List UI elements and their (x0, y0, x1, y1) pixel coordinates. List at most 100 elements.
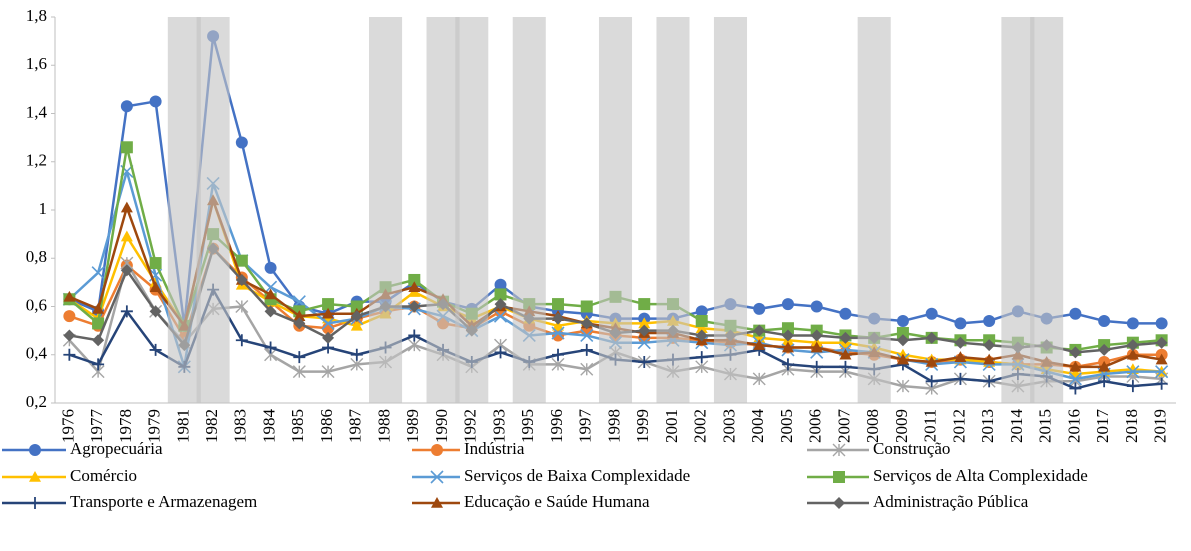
point (1126, 380, 1139, 393)
x-tick-label: 2003 (719, 409, 738, 443)
point (92, 302, 105, 314)
point (695, 305, 708, 318)
point (1098, 360, 1111, 372)
point (120, 100, 133, 113)
x-tick-label: 2019 (1151, 409, 1170, 443)
shaded-period (713, 17, 748, 403)
point (781, 322, 794, 335)
x-tick-label: 1990 (432, 409, 451, 443)
point (552, 312, 565, 325)
point (293, 310, 306, 321)
x-tick-label: 2004 (748, 409, 767, 444)
legend-item: Comércio (2, 466, 137, 485)
x-tick-label: 1989 (403, 409, 422, 443)
point (781, 298, 794, 311)
legend-label: Serviços de Alta Complexidade (873, 466, 1088, 485)
point (896, 379, 910, 393)
point (983, 375, 996, 388)
shaded-period (1001, 17, 1035, 403)
x-tick-label: 1976 (58, 409, 77, 443)
legend-marker (833, 497, 845, 509)
point (322, 307, 335, 319)
point (954, 351, 967, 362)
point (235, 254, 248, 267)
point (896, 327, 909, 340)
point (552, 319, 565, 331)
point (264, 261, 277, 274)
x-tick-label: 1995 (518, 409, 537, 443)
legend-marker (29, 444, 41, 456)
point (408, 300, 421, 313)
point (264, 288, 277, 300)
point (781, 358, 794, 371)
legend-item: Educação e Saúde Humana (412, 492, 650, 511)
point (1126, 317, 1139, 330)
point (293, 351, 306, 364)
point (925, 331, 938, 344)
legend-label: Indústria (464, 439, 525, 458)
x-tick-label: 2007 (834, 409, 853, 444)
legend-item: Administração Pública (807, 492, 1029, 511)
x-tick-label: 1984 (259, 409, 278, 444)
point (983, 353, 996, 365)
point (293, 317, 306, 330)
y-tick-label: 0,4 (26, 344, 48, 363)
point (954, 317, 967, 330)
legend-item: Indústria (412, 439, 525, 458)
point (1098, 314, 1111, 327)
point (810, 329, 823, 342)
point (580, 343, 593, 356)
point (580, 328, 594, 343)
point (63, 329, 76, 342)
x-tick-label: 2014 (1007, 409, 1026, 444)
point (63, 310, 76, 323)
legend-label: Administração Pública (873, 492, 1029, 511)
point (810, 360, 823, 373)
legend-marker (430, 470, 444, 484)
point (350, 300, 363, 313)
x-tick-label: 1985 (288, 409, 307, 443)
y-tick-label: 0,2 (26, 392, 47, 411)
x-tick-label: 1996 (547, 409, 566, 443)
point (149, 343, 162, 356)
point (92, 317, 105, 330)
point (1155, 353, 1168, 365)
x-tick-label: 1981 (173, 409, 192, 443)
point (264, 305, 277, 318)
legend-label: Construção (873, 439, 950, 458)
point (292, 365, 306, 379)
point (149, 95, 162, 108)
point (1155, 365, 1169, 379)
y-tick-label: 1,6 (26, 54, 47, 73)
shaded-period (598, 17, 633, 403)
point (149, 305, 162, 318)
legend-label: Serviços de Baixa Complexidade (464, 466, 690, 485)
point (1098, 343, 1111, 356)
x-tick-label: 2011 (921, 409, 940, 442)
x-tick-label: 1997 (576, 409, 595, 444)
x-tick-label: 1993 (489, 409, 508, 443)
point (92, 334, 105, 347)
x-tick-label: 1988 (374, 409, 393, 443)
point (1068, 372, 1082, 386)
point (810, 300, 823, 313)
point (638, 317, 651, 329)
point (925, 375, 938, 388)
legend-label: Educação e Saúde Humana (464, 492, 650, 511)
point (350, 310, 363, 323)
x-tick-label: 1986 (317, 409, 336, 443)
legend-marker (29, 471, 41, 482)
x-tick-label: 1998 (604, 409, 623, 443)
x-tick-label: 1992 (461, 409, 480, 443)
x-tick-label: 2013 (978, 409, 997, 443)
x-tick-label: 1978 (116, 409, 135, 443)
point (120, 141, 133, 154)
point (1155, 336, 1168, 349)
point (408, 329, 421, 342)
point (1155, 377, 1168, 390)
legend-item: Transporte e Armazenagem (2, 492, 257, 511)
shaded-period (656, 17, 690, 403)
legend-marker (833, 471, 845, 483)
point (580, 362, 594, 376)
point (839, 348, 852, 360)
